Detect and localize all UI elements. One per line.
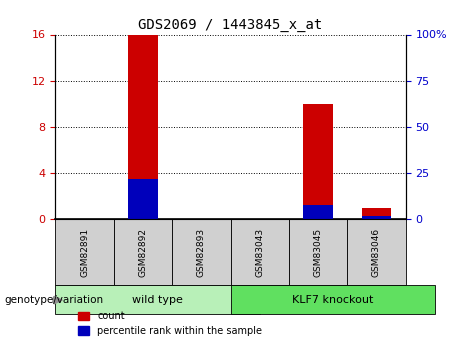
Text: GSM82891: GSM82891 <box>80 228 89 277</box>
Text: GSM83046: GSM83046 <box>372 228 381 277</box>
Text: GSM83045: GSM83045 <box>313 228 323 277</box>
FancyBboxPatch shape <box>289 219 347 285</box>
FancyBboxPatch shape <box>230 219 289 285</box>
Text: GSM83043: GSM83043 <box>255 228 264 277</box>
FancyBboxPatch shape <box>55 285 260 314</box>
FancyBboxPatch shape <box>230 285 435 314</box>
Text: genotype/variation: genotype/variation <box>5 295 104 305</box>
Legend: count, percentile rank within the sample: count, percentile rank within the sample <box>78 311 262 336</box>
Title: GDS2069 / 1443845_x_at: GDS2069 / 1443845_x_at <box>138 18 323 32</box>
Bar <box>303 104 333 219</box>
Text: wild type: wild type <box>132 295 183 305</box>
Bar <box>362 208 391 219</box>
Bar <box>362 216 391 219</box>
FancyBboxPatch shape <box>172 219 230 285</box>
Bar <box>303 205 333 219</box>
Bar <box>128 179 158 219</box>
Text: KLF7 knockout: KLF7 knockout <box>292 295 373 305</box>
FancyBboxPatch shape <box>114 219 172 285</box>
Text: GSM82892: GSM82892 <box>138 228 148 277</box>
FancyBboxPatch shape <box>347 219 406 285</box>
Bar <box>128 34 158 219</box>
Text: GSM82893: GSM82893 <box>197 228 206 277</box>
FancyBboxPatch shape <box>55 219 114 285</box>
